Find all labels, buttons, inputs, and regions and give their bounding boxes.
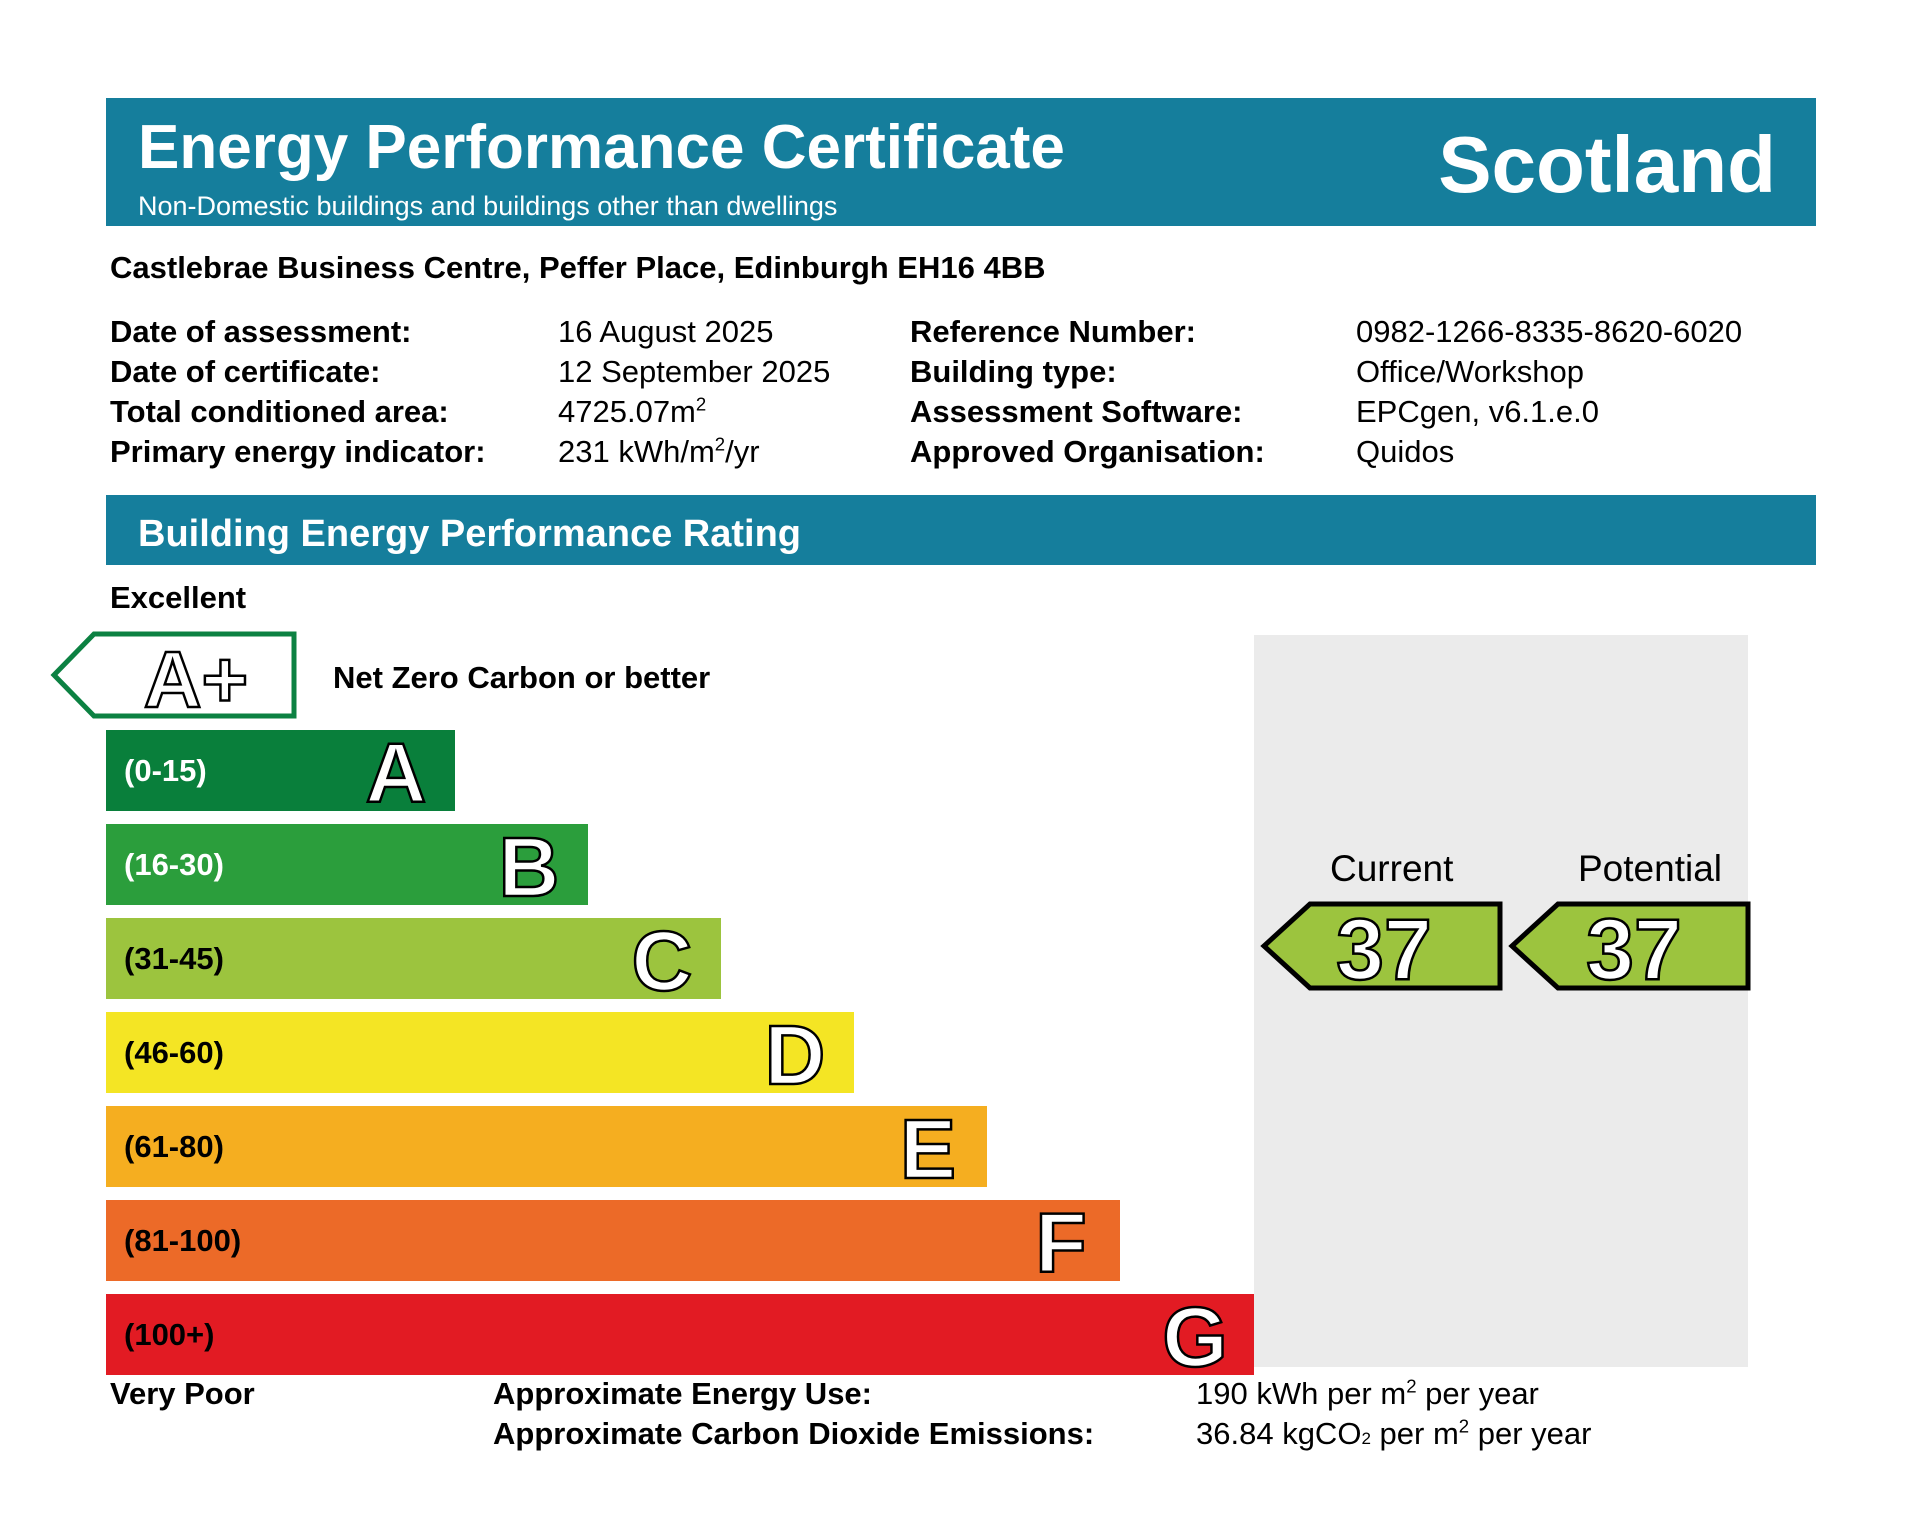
primary-energy-value: 231 kWh/m2/yr [558, 433, 760, 469]
software-value: EPCgen, v6.1.e.0 [1356, 394, 1599, 429]
band-range: (31-45) [124, 941, 224, 976]
current-header: Current [1330, 848, 1454, 889]
date-of-assessment-label: Date of assessment: [110, 314, 412, 349]
band-f: (81-100) F [106, 1200, 1120, 1281]
co2-value: 36.84 kgCO2 per m2 per year [1196, 1415, 1592, 1451]
energy-use-label: Approximate Energy Use: [493, 1376, 872, 1411]
building-type-value: Office/Workshop [1356, 354, 1585, 389]
band-letter-svg: B [497, 824, 560, 905]
building-type-label: Building type: [910, 354, 1117, 389]
band-letter: D [765, 1012, 826, 1093]
total-area-value: 4725.07m2 [558, 393, 707, 429]
band-range: (0-15) [124, 753, 207, 788]
band-letter-svg: C [630, 918, 693, 999]
band-g: (100+) G [106, 1294, 1254, 1375]
band-letter: E [900, 1106, 956, 1187]
page-title: Energy Performance Certificate [138, 113, 1065, 182]
rating-panel [1254, 635, 1748, 1367]
software-label: Assessment Software: [910, 394, 1243, 429]
band-a: (0-15) A [106, 730, 455, 811]
band-letter-svg: F [1034, 1200, 1088, 1281]
potential-rating-arrow: 37 [1508, 901, 1751, 992]
energy-use-value: 190 kWh per m2 per year [1196, 1375, 1539, 1411]
date-of-certificate-label: Date of certificate: [110, 354, 381, 389]
band-letter-svg: G [1161, 1294, 1229, 1375]
band-letter: G [1162, 1294, 1227, 1375]
current-rating-arrow: 37 [1260, 901, 1503, 992]
header-banner [106, 98, 1816, 226]
co2-label: Approximate Carbon Dioxide Emissions: [493, 1416, 1095, 1451]
band-letter-svg: A [364, 730, 427, 811]
band-b: (16-30) B [106, 824, 588, 905]
band-range: (46-60) [124, 1035, 224, 1070]
scale-top-label: Excellent [110, 580, 247, 615]
band-d: (46-60) D [106, 1012, 854, 1093]
band-c: (31-45) C [106, 918, 721, 999]
aplus-description: Net Zero Carbon or better [333, 660, 711, 695]
page-subtitle: Non-Domestic buildings and buildings oth… [138, 191, 838, 221]
potential-header: Potential [1578, 848, 1722, 889]
reference-value: 0982-1266-8335-8620-6020 [1356, 314, 1743, 349]
date-of-assessment-value: 16 August 2025 [558, 314, 774, 349]
band-letter-svg: E [899, 1106, 958, 1187]
band-range: (81-100) [124, 1223, 242, 1258]
property-address: Castlebrae Business Centre, Peffer Place… [110, 250, 1046, 285]
reference-label: Reference Number: [910, 314, 1196, 349]
band-letter: F [1035, 1200, 1086, 1281]
band-range: (61-80) [124, 1129, 224, 1164]
band-letter: C [632, 918, 693, 999]
aplus-letter: A+ [144, 635, 249, 720]
band-range: (16-30) [124, 847, 224, 882]
rating-section-title: Building Energy Performance Rating [138, 513, 801, 555]
country-name: Scotland [1438, 120, 1776, 209]
potential-rating-value: 37 [1586, 902, 1682, 992]
band-letter-svg: D [763, 1012, 826, 1093]
current-rating-value: 37 [1336, 902, 1432, 992]
organisation-value: Quidos [1356, 434, 1455, 469]
organisation-label: Approved Organisation: [910, 434, 1265, 469]
date-of-certificate-value: 12 September 2025 [558, 354, 831, 389]
primary-energy-label: Primary energy indicator: [110, 434, 486, 469]
band-letter: B [499, 824, 560, 905]
band-e: (61-80) E [106, 1106, 987, 1187]
total-area-label: Total conditioned area: [110, 394, 449, 429]
band-range: (100+) [124, 1317, 215, 1352]
rating-section-bar [106, 495, 1816, 565]
scale-bottom-label: Very Poor [110, 1376, 255, 1411]
aplus-arrow: A+ [50, 631, 297, 720]
band-letter: A [366, 730, 427, 811]
